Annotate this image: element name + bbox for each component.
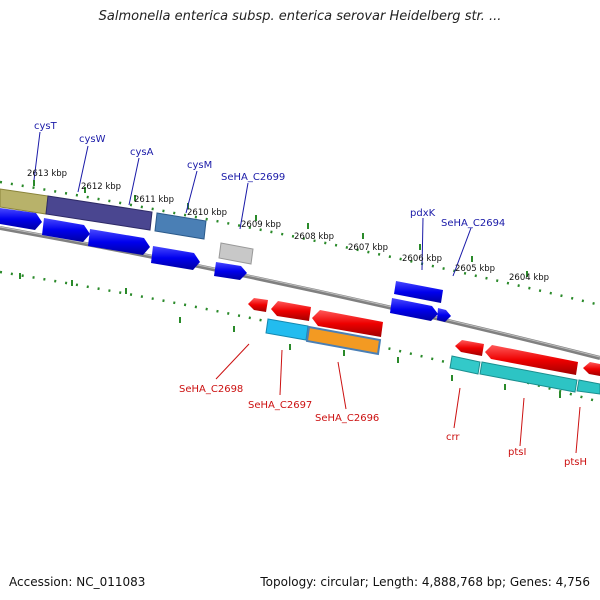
tick-label: 2608 kbp [294, 232, 334, 242]
gene-label-SeHA_C2698: SeHA_C2698 [179, 384, 243, 395]
genome-backbone-highlight [0, 226, 600, 358]
gene-SeHA_C2697 [265, 318, 309, 341]
gene-small-arrow [437, 308, 451, 322]
gene-cysA-arrow [88, 229, 150, 255]
gene-crr [449, 355, 481, 375]
forward-gene-labels: cysT cysW cysA cysM SeHA_C2699 pdxK SeHA… [34, 121, 505, 229]
gene-SeHA_C2699 [218, 242, 254, 265]
genome-summary-text: Topology: circular; Length: 4,888,768 bp… [260, 575, 590, 589]
tick-label: 2611 kbp [134, 195, 174, 205]
tick-label: 2604 kbp [509, 273, 549, 283]
gene-label-pdxK: pdxK [410, 208, 436, 219]
reverse-label-lines [215, 343, 581, 454]
gene-ptsH [576, 379, 600, 395]
gene-label-crr: crr [446, 432, 460, 443]
gene-label-cysM: cysM [187, 160, 212, 171]
gene-label-ptsH: ptsH [564, 457, 587, 468]
map-title: Salmonella enterica subsp. enterica sero… [98, 9, 502, 24]
gene-label-SeHA_C2699: SeHA_C2699 [221, 172, 285, 183]
gene-ptsI-red [485, 345, 578, 375]
reverse-gene-labels: SeHA_C2698 SeHA_C2697 SeHA_C2696 crr pts… [179, 384, 587, 468]
tick-label: 2605 kbp [455, 264, 495, 274]
forward-strand-genes [0, 188, 451, 322]
gene-label-SeHA_C2696: SeHA_C2696 [315, 413, 379, 424]
gene-cysA [154, 212, 207, 240]
gene-SeHA_C2696-red [312, 310, 383, 337]
tick-label: 2613 kbp [27, 169, 67, 179]
gene-ptsH-red [583, 362, 600, 376]
gene-SeHA_C2699-arrow [214, 262, 247, 280]
gene-cysM-arrow [151, 246, 200, 270]
gene-label-cysW: cysW [79, 134, 106, 145]
gene-cysT-arrow [0, 208, 42, 230]
gene-pdxK [394, 281, 443, 303]
tick-label: 2606 kbp [402, 254, 442, 264]
gene-label-cysA: cysA [130, 147, 154, 158]
tick-labels: 2613 kbp 2612 kbp 2611 kbp 2610 kbp 2609… [27, 169, 549, 283]
accession-text: Accession: NC_011083 [9, 575, 146, 589]
tick-label: 2609 kbp [241, 220, 281, 230]
gene-label-cysT: cysT [34, 121, 58, 132]
gene-cysW [45, 195, 153, 231]
gene-ptsI [479, 361, 578, 393]
gene-label-SeHA_C2697: SeHA_C2697 [248, 400, 312, 411]
tick-label: 2612 kbp [81, 182, 121, 192]
gene-SeHA_C2697-red [271, 301, 311, 321]
gene-label-SeHA_C2694: SeHA_C2694 [441, 218, 505, 229]
tick-label: 2607 kbp [348, 243, 388, 253]
gene-SeHA_C2694-arrow [390, 298, 438, 321]
inner-major-ticks [19, 273, 561, 398]
reverse-strand-genes [248, 298, 600, 395]
gene-crr-red [455, 340, 484, 356]
gene-SeHA_C2698 [248, 298, 268, 312]
gene-SeHA_C2696 [305, 325, 382, 356]
forward-label-lines [33, 131, 472, 277]
gene-cysW-arrow [42, 218, 90, 242]
tick-label: 2610 kbp [187, 208, 227, 218]
genome-backbone [0, 226, 600, 360]
gene-label-ptsI: ptsI [508, 447, 526, 458]
